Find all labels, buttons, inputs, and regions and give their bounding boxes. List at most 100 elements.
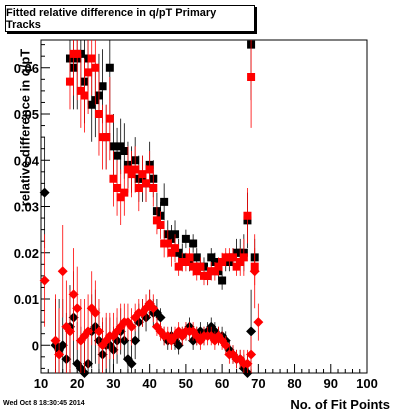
- red-diamond-point: [93, 326, 104, 337]
- red-square-point: [94, 110, 103, 118]
- red-square-point: [65, 77, 74, 86]
- black-square-point: [98, 82, 107, 91]
- x-tick-label: 40: [142, 376, 156, 391]
- x-axis-label: No. of Fit Points: [290, 397, 390, 412]
- black-square-point: [160, 197, 169, 206]
- red-square-point: [113, 184, 122, 192]
- y-tick-label: 0.01: [14, 292, 39, 307]
- red-square-point: [149, 184, 158, 192]
- red-diamond-point: [64, 326, 75, 337]
- x-tick-label: 30: [106, 376, 120, 391]
- black-square-point: [120, 147, 129, 155]
- red-square-point: [156, 221, 165, 229]
- y-tick-label: 0.03: [14, 200, 39, 215]
- red-square-point: [192, 267, 201, 276]
- black-square-point: [105, 63, 114, 72]
- black-square-point: [113, 151, 122, 160]
- red-square-point: [91, 63, 100, 72]
- x-tick-label: 80: [287, 376, 301, 391]
- black-diamond-point: [246, 326, 257, 337]
- red-square-point: [142, 179, 151, 188]
- x-tick-label: 70: [251, 376, 265, 391]
- black-diamond-point: [130, 335, 141, 346]
- x-tick-label: 20: [70, 376, 84, 391]
- black-square-point: [189, 239, 198, 248]
- red-square-point: [73, 49, 82, 58]
- black-square-point: [174, 248, 183, 257]
- red-square-point: [232, 262, 241, 271]
- red-square-point: [80, 91, 89, 100]
- red-square-point: [120, 188, 129, 197]
- red-square-point: [138, 170, 147, 179]
- x-tick-label: 90: [324, 376, 338, 391]
- red-diamond-point: [249, 266, 260, 277]
- red-square-point: [218, 258, 227, 266]
- red-square-point: [116, 193, 125, 202]
- y-tick-label: 0.04: [14, 153, 40, 168]
- red-square-point: [228, 253, 237, 262]
- red-diamond-point: [57, 266, 68, 277]
- red-square-point: [247, 73, 256, 81]
- y-tick-label: 0.02: [14, 246, 39, 261]
- red-square-point: [243, 211, 252, 220]
- black-square-point: [109, 142, 118, 151]
- black-diamond-point: [155, 312, 166, 323]
- y-tick-label: 0.06: [14, 61, 39, 76]
- black-square-point: [116, 142, 125, 151]
- red-square-point: [131, 165, 140, 174]
- timestamp: Wed Oct 8 18:30:45 2014: [3, 400, 85, 407]
- black-square-point: [218, 276, 227, 285]
- red-square-point: [109, 174, 118, 183]
- red-square-point: [185, 253, 194, 262]
- x-tick-label: 100: [356, 376, 378, 391]
- red-diamond-point: [72, 303, 83, 314]
- x-tick-label: 50: [179, 376, 193, 391]
- black-diamond-point: [173, 340, 184, 351]
- red-diamond-point: [148, 303, 159, 314]
- red-square-point: [214, 262, 223, 271]
- chart-title: Fitted relative difference in q/pT Prima…: [5, 5, 255, 32]
- black-square-point: [192, 253, 201, 262]
- y-axis-label: relative difference in q/pT: [17, 48, 33, 207]
- black-diamond-point: [57, 340, 68, 351]
- red-square-point: [236, 258, 245, 266]
- red-square-point: [189, 262, 198, 271]
- red-diamond-point: [242, 358, 253, 369]
- x-tick-label: 10: [34, 376, 48, 391]
- red-square-point: [123, 165, 132, 174]
- red-diamond-point: [220, 340, 231, 351]
- red-diamond-point: [126, 321, 137, 332]
- red-square-point: [76, 86, 85, 95]
- x-tick-label: 60: [215, 376, 229, 391]
- black-square-point: [207, 253, 216, 262]
- red-square-point: [203, 271, 212, 280]
- red-square-point: [171, 244, 180, 253]
- red-square-point: [84, 68, 93, 77]
- red-square-point: [145, 165, 154, 174]
- plot-frame: [40, 39, 368, 374]
- y-tick-label: 0: [32, 338, 39, 353]
- red-square-point: [167, 248, 176, 257]
- red-square-point: [181, 258, 190, 266]
- red-diamond-point: [246, 349, 257, 360]
- red-square-point: [134, 184, 143, 192]
- red-diamond-point: [54, 349, 65, 360]
- red-square-point: [127, 170, 136, 179]
- red-diamond-point: [90, 307, 101, 318]
- black-diamond-point: [126, 358, 137, 369]
- black-square-point: [181, 234, 190, 243]
- red-square-point: [163, 239, 172, 248]
- red-diamond-point: [50, 335, 61, 346]
- black-diamond-point: [39, 187, 50, 198]
- red-square-point: [105, 114, 114, 123]
- red-diamond-point: [253, 317, 264, 328]
- red-diamond-point: [68, 289, 79, 300]
- red-square-point: [102, 133, 111, 142]
- black-square-point: [87, 100, 96, 109]
- red-square-point: [87, 54, 96, 63]
- red-diamond-point: [39, 275, 50, 286]
- y-tick-label: 0.05: [14, 107, 39, 122]
- red-square-point: [174, 262, 183, 271]
